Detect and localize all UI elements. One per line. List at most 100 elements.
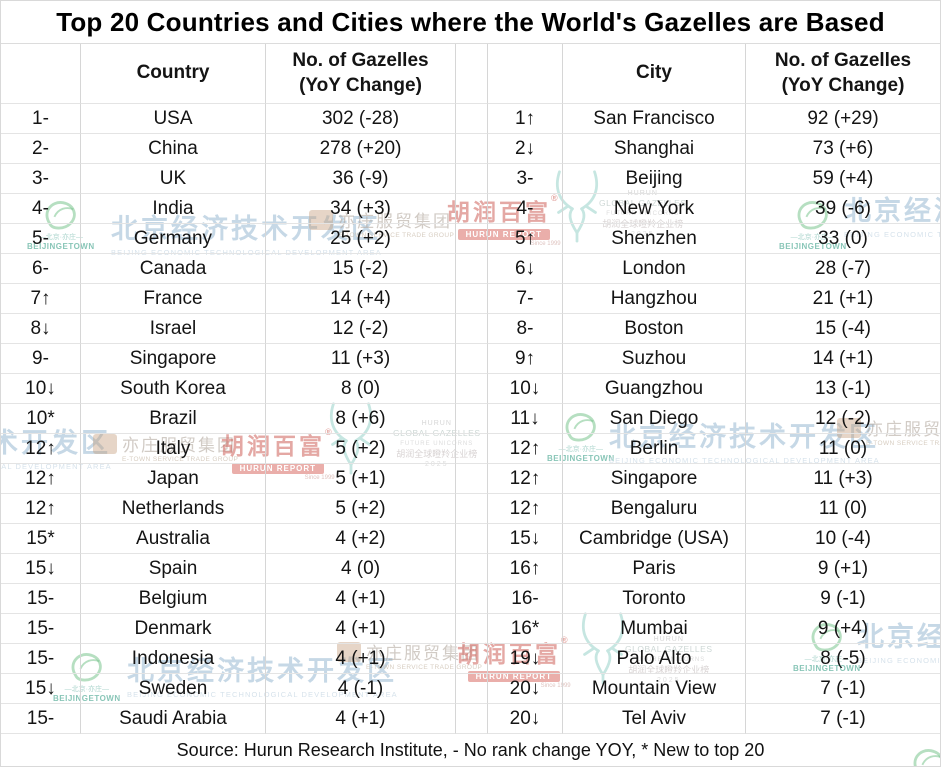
countries-rank-cell: 12↑	[1, 464, 81, 494]
countries-rank-cell: 15*	[1, 524, 81, 554]
spacer-cell	[456, 374, 488, 404]
spacer-cell	[456, 224, 488, 254]
cities-rank-cell: 8-	[488, 314, 563, 344]
city-cell: Mumbai	[563, 614, 746, 644]
cities-gazelles-cell: 11 (0)	[746, 434, 940, 464]
cities-rank-cell: 1↑	[488, 104, 563, 134]
spacer-cell	[456, 104, 488, 134]
countries-rank-cell: 15-	[1, 584, 81, 614]
countries-rank-cell: 15↓	[1, 674, 81, 704]
countries-rank-cell: 15-	[1, 704, 81, 734]
spacer-cell	[456, 344, 488, 374]
countries-rank-cell: 12↑	[1, 434, 81, 464]
country-cell: Sweden	[81, 674, 266, 704]
spacer-cell	[456, 284, 488, 314]
country-cell: UK	[81, 164, 266, 194]
cities-rank-cell: 12↑	[488, 434, 563, 464]
city-cell: Mountain View	[563, 674, 746, 704]
cities-gazelles-cell: 9 (-1)	[746, 584, 940, 614]
country-cell: Denmark	[81, 614, 266, 644]
spacer-cell	[456, 164, 488, 194]
countries-gazelles-cell: 278 (+20)	[266, 134, 456, 164]
page-title: Top 20 Countries and Cities where the Wo…	[1, 1, 940, 44]
city-cell: Cambridge (USA)	[563, 524, 746, 554]
cities-gazelles-cell: 92 (+29)	[746, 104, 940, 134]
country-cell: Canada	[81, 254, 266, 284]
spacer-cell	[456, 524, 488, 554]
spacer-cell	[456, 464, 488, 494]
city-cell: Shanghai	[563, 134, 746, 164]
countries-gazelles-cell: 4 (+2)	[266, 524, 456, 554]
countries-gazelles-cell: 8 (+6)	[266, 404, 456, 434]
city-cell: Boston	[563, 314, 746, 344]
city-cell: San Francisco	[563, 104, 746, 134]
countries-rank-cell: 9-	[1, 344, 81, 374]
cities-gazelles-cell: 28 (-7)	[746, 254, 940, 284]
cities-gazelles-cell: 8 (-5)	[746, 644, 940, 674]
city-cell: Singapore	[563, 464, 746, 494]
spacer-cell	[456, 314, 488, 344]
cities-rank-cell: 9↑	[488, 344, 563, 374]
cities-rank-cell: 2↓	[488, 134, 563, 164]
countries-gazelles-cell: 5 (+2)	[266, 434, 456, 464]
cities-gazelles-cell: 11 (+3)	[746, 464, 940, 494]
cities-gazelles-cell: 12 (-2)	[746, 404, 940, 434]
country-cell: Japan	[81, 464, 266, 494]
country-cell: Germany	[81, 224, 266, 254]
countries-gazelles-cell: 12 (-2)	[266, 314, 456, 344]
country-cell: Belgium	[81, 584, 266, 614]
countries-rank-cell: 8↓	[1, 314, 81, 344]
cities-rank-cell: 15↓	[488, 524, 563, 554]
cities-gazelles-cell: 73 (+6)	[746, 134, 940, 164]
countries-gazelles-cell: 15 (-2)	[266, 254, 456, 284]
country-cell: Saudi Arabia	[81, 704, 266, 734]
spacer-cell	[456, 554, 488, 584]
cities-rank-cell: 7-	[488, 284, 563, 314]
cities-rank-cell: 16↑	[488, 554, 563, 584]
cities-gazelles-cell: 7 (-1)	[746, 704, 940, 734]
cities-rank-cell: 4-	[488, 194, 563, 224]
spacer-cell	[456, 584, 488, 614]
countries-rank-cell: 7↑	[1, 284, 81, 314]
countries-gazelles-cell: 25 (+2)	[266, 224, 456, 254]
city-cell: Tel Aviv	[563, 704, 746, 734]
countries-rank-cell: 6-	[1, 254, 81, 284]
cities-rank-cell: 16*	[488, 614, 563, 644]
countries-rank-cell: 4-	[1, 194, 81, 224]
cities-rank-cell: 12↑	[488, 464, 563, 494]
gazelles-header-line1: No. of Gazelles	[292, 49, 429, 71]
cities-gazelles-cell: 14 (+1)	[746, 344, 940, 374]
country-cell: Netherlands	[81, 494, 266, 524]
gazelles-header-line1: No. of Gazelles	[774, 49, 912, 71]
spacer-cell	[456, 494, 488, 524]
countries-rank-cell: 12↑	[1, 494, 81, 524]
country-cell: Italy	[81, 434, 266, 464]
tables-grid: Country No. of Gazelles (YoY Change) Cit…	[1, 44, 940, 734]
cities-rank-cell: 20↓	[488, 674, 563, 704]
cities-gazelles-cell: 15 (-4)	[746, 314, 940, 344]
countries-rank-cell: 1-	[1, 104, 81, 134]
countries-rank-cell: 10↓	[1, 374, 81, 404]
countries-gazelles-cell: 4 (-1)	[266, 674, 456, 704]
cities-gazelles-cell: 10 (-4)	[746, 524, 940, 554]
city-cell: London	[563, 254, 746, 284]
cities-name-header: City	[563, 44, 746, 104]
country-cell: Australia	[81, 524, 266, 554]
city-cell: Toronto	[563, 584, 746, 614]
spacer-cell	[456, 194, 488, 224]
city-cell: New York	[563, 194, 746, 224]
city-cell: Suzhou	[563, 344, 746, 374]
city-cell: Paris	[563, 554, 746, 584]
spacer-cell	[456, 614, 488, 644]
countries-rank-cell: 15-	[1, 644, 81, 674]
country-cell: Singapore	[81, 344, 266, 374]
cities-rank-cell: 19↓	[488, 644, 563, 674]
countries-rank-cell: 15-	[1, 614, 81, 644]
countries-gazelles-cell: 5 (+2)	[266, 494, 456, 524]
cities-rank-header	[488, 44, 563, 104]
countries-gazelles-cell: 11 (+3)	[266, 344, 456, 374]
cities-gazelles-cell: 39 (-6)	[746, 194, 940, 224]
country-cell: France	[81, 284, 266, 314]
countries-rank-cell: 2-	[1, 134, 81, 164]
